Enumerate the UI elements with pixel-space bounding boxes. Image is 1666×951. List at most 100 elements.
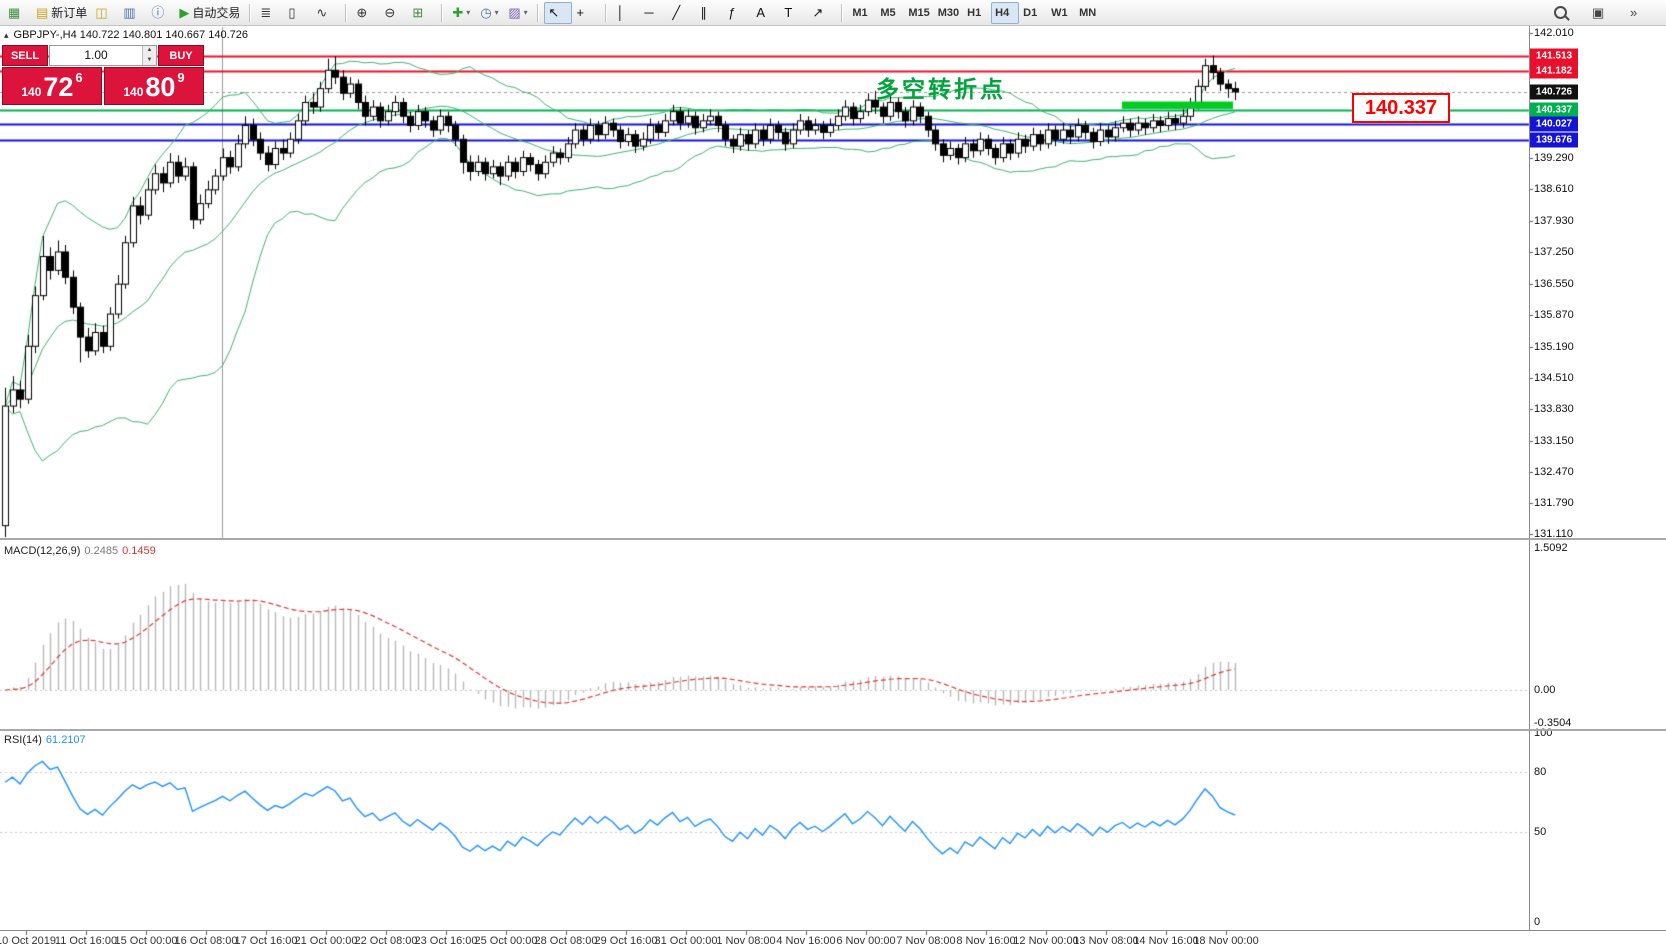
time-axis-label: 12 Nov 00:00 [1013, 935, 1079, 947]
price-scale-border [1529, 26, 1530, 930]
price-marker-chip: 140.027 [1530, 116, 1578, 132]
more-icon[interactable]: » [1626, 2, 1654, 24]
time-axis-label: 15 Oct 00:00 [114, 935, 178, 947]
new-order-button-label: 新订单 [51, 6, 88, 20]
time-axis-label: 8 Nov 16:00 [956, 935, 1016, 947]
rsi-name: RSI(14) [4, 734, 42, 746]
sell-price-whole: 140 [21, 85, 42, 100]
shapes-button[interactable]: ↗ [808, 2, 836, 24]
channel-icon: ∥ [700, 5, 707, 20]
tf-m30-button-label: M30 [937, 6, 960, 19]
tf-m15-button[interactable]: M15 [904, 2, 933, 24]
scale-label: 0 [1534, 916, 1541, 928]
oneclick-toggle-icon[interactable]: ▴ [4, 29, 9, 40]
crosshair-button[interactable]: + [572, 2, 600, 24]
scale-label: 0.00 [1534, 684, 1556, 696]
rsi-indicator-label: RSI(14) 61.2107 [4, 734, 86, 746]
text-button[interactable]: A [752, 2, 780, 24]
trendline-button[interactable]: ╱ [668, 2, 696, 24]
time-axis-label: 13 Nov 08:00 [1073, 935, 1139, 947]
tf-m1-button[interactable]: M1 [848, 2, 876, 24]
macd-value-2: 0.1459 [122, 545, 156, 557]
periods-button[interactable]: ◷ ▾ [476, 2, 504, 24]
channel-button[interactable]: ∥ [696, 2, 724, 24]
new-order-button[interactable]: ▤ 新订单 [32, 2, 91, 24]
candle-chart-icon: ▯ [288, 5, 296, 20]
time-axis-label: 18 Nov 00:00 [1193, 935, 1259, 947]
tf-m5-button-label: M5 [880, 6, 896, 19]
panel-splitter-rsi[interactable] [0, 729, 1666, 731]
time-axis-label: 29 Oct 16:00 [594, 935, 658, 947]
new-chart-button[interactable]: ▦ [4, 2, 32, 24]
tf-d1-button-label: D1 [1023, 6, 1038, 19]
tf-h1-button-label: H1 [967, 6, 982, 19]
scale-label: 139.290 [1534, 152, 1574, 165]
toolbar-separator [537, 3, 540, 22]
tile-windows-button[interactable]: ⊞ [408, 2, 436, 24]
zoom-out-button[interactable]: ⊖ [380, 2, 408, 24]
scale-label: 131.110 [1534, 528, 1573, 541]
scale-label: 135.870 [1534, 309, 1574, 322]
time-axis-label: 4 Nov 16:00 [776, 935, 836, 947]
horizontal-line-button[interactable]: ─ [640, 2, 668, 24]
time-axis-label: 7 Nov 08:00 [896, 935, 956, 947]
tf-m30-button[interactable]: M30 [934, 2, 963, 24]
fibonacci-button[interactable]: ƒ [724, 2, 752, 24]
crosshair-icon: + [576, 5, 584, 20]
trendline-icon: ╱ [672, 5, 681, 20]
autotrading-button[interactable]: ▶ 自动交易 [175, 2, 244, 24]
time-axis-label: 25 Oct 00:00 [474, 935, 538, 947]
scale-label: 133.830 [1534, 403, 1574, 416]
text-icon: A [756, 5, 765, 20]
tf-d1-button[interactable]: D1 [1019, 2, 1047, 24]
volume-up-button[interactable]: ▲ [143, 46, 156, 56]
line-chart-button[interactable]: ∿ [312, 2, 340, 24]
price-level-annotation: 140.337 [1352, 93, 1450, 123]
vertical-line-button[interactable]: │ [612, 2, 640, 24]
volume-down-button[interactable]: ▼ [143, 55, 156, 65]
price-marker-chip: 141.182 [1530, 63, 1578, 79]
time-axis-label: 14 Nov 16:00 [1133, 935, 1199, 947]
tf-mn-button-label: MN [1079, 6, 1097, 19]
panel-splitter-macd[interactable] [0, 538, 1666, 540]
toolbar-separator [345, 3, 348, 22]
templates-button[interactable]: ▨ ▾ [504, 2, 532, 24]
candle-chart-button[interactable]: ▯ [284, 2, 312, 24]
windows-icon[interactable]: ▣ [1588, 2, 1616, 24]
sell-price-display[interactable]: 140 72 6 [2, 67, 102, 105]
buy-price-pips: 80 [145, 72, 176, 103]
zoom-in-button[interactable]: ⊕ [352, 2, 380, 24]
data-window-button[interactable]: ⓘ [147, 2, 175, 24]
time-axis-label: 28 Oct 08:00 [534, 935, 598, 947]
layouts-button[interactable]: ▥ [119, 2, 147, 24]
vertical-line-icon: │ [616, 5, 625, 20]
buy-price-display[interactable]: 140 80 9 [104, 67, 204, 105]
volume-input[interactable]: 1.00 [84, 48, 108, 62]
buy-button[interactable]: BUY [158, 45, 204, 66]
macd-indicator-label: MACD(12,26,9) 0.2485 0.1459 [4, 545, 156, 557]
tf-h4-button[interactable]: H4 [991, 1, 1020, 24]
cursor-button[interactable]: ↖ [544, 1, 573, 24]
tf-m5-button[interactable]: M5 [876, 2, 904, 24]
scale-label: 137.930 [1534, 214, 1574, 227]
search-icon[interactable] [1550, 2, 1578, 24]
bar-chart-button[interactable]: ≣ [256, 2, 284, 24]
tf-h1-button[interactable]: H1 [963, 2, 991, 24]
chart-header: ▴ GBPJPY-,H4 140.722 140.801 140.667 140… [4, 29, 248, 41]
tf-mn-button[interactable]: MN [1075, 2, 1103, 24]
time-axis-label: 11 Oct 16:00 [54, 935, 118, 947]
sell-price-fraction: 6 [75, 70, 83, 85]
scale-label: 1.5092 [1534, 542, 1568, 555]
fibonacci-icon: ƒ [728, 5, 736, 20]
sell-button[interactable]: SELL [2, 45, 48, 66]
scale-label: 135.190 [1534, 340, 1574, 353]
tf-w1-button[interactable]: W1 [1047, 2, 1075, 24]
scale-label: 133.150 [1534, 434, 1574, 447]
charts-profile-button[interactable]: ◫ [91, 2, 119, 24]
new-chart-icon: ▦ [8, 5, 21, 20]
indicators-button[interactable]: ✚ ▾ [448, 2, 476, 24]
scale-label: 136.550 [1534, 278, 1574, 291]
time-axis-label: 1 Nov 08:00 [716, 935, 776, 947]
label-button[interactable]: T [780, 2, 808, 24]
